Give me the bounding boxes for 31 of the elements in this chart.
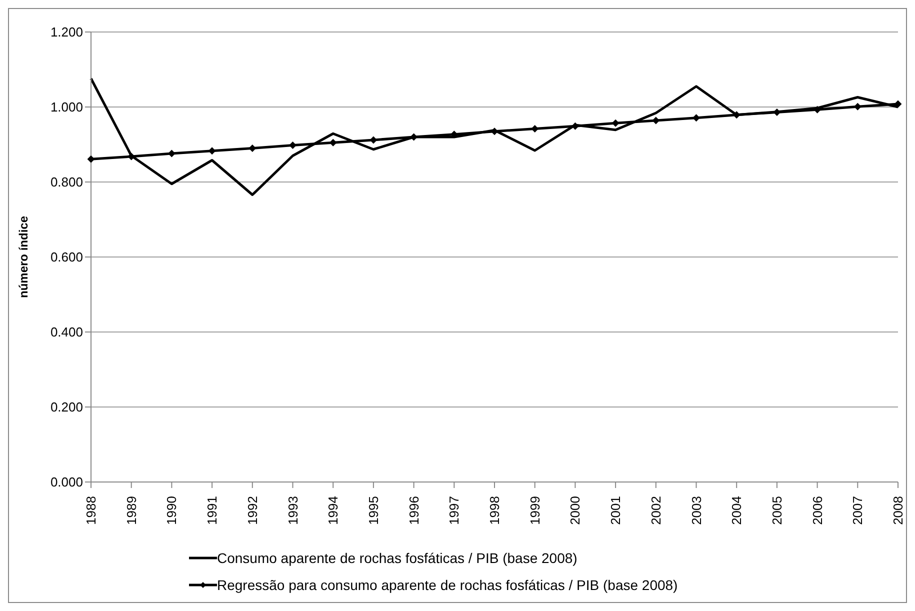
x-tick-label: 1993 bbox=[285, 496, 300, 525]
x-tick-label: 2004 bbox=[729, 496, 744, 525]
y-tick-label: 0.800 bbox=[50, 174, 83, 190]
legend-label: Consumo aparente de rochas fosfáticas / PIB (base 2008) bbox=[217, 550, 578, 566]
y-tick-label: 0.000 bbox=[50, 474, 83, 490]
x-tick-label: 2008 bbox=[890, 496, 906, 525]
x-tick-label: 1997 bbox=[446, 496, 462, 525]
x-tick-label: 2007 bbox=[850, 496, 866, 525]
x-tick-label: 2001 bbox=[608, 496, 624, 525]
x-tick-label: 1991 bbox=[204, 496, 220, 525]
y-tick-label: 0.200 bbox=[50, 400, 83, 415]
x-tick-label: 2005 bbox=[769, 496, 784, 525]
x-tick-label: 2003 bbox=[688, 496, 704, 525]
x-tick-label: 2006 bbox=[810, 496, 825, 525]
x-tick-label: 1988 bbox=[84, 496, 98, 525]
y-tick-label: 1.000 bbox=[50, 100, 83, 115]
legend-label: Regressão para consumo aparente de rochas fosfáticas / PIB (base 2008) bbox=[217, 576, 678, 592]
x-tick-label: 1992 bbox=[244, 496, 260, 525]
x-tick-label: 1989 bbox=[124, 496, 139, 525]
x-tick-label: 2000 bbox=[568, 496, 583, 525]
x-tick-label: 1990 bbox=[164, 496, 180, 525]
x-tick-label: 1996 bbox=[406, 496, 422, 525]
x-tick-label: 1998 bbox=[487, 496, 502, 525]
x-tick-label: 2002 bbox=[648, 496, 664, 525]
y-tick-label: 0.400 bbox=[50, 324, 83, 340]
y-tick-label: 1.200 bbox=[50, 24, 83, 40]
x-tick-label: 1999 bbox=[527, 496, 542, 525]
x-tick-label: 1995 bbox=[366, 496, 381, 525]
x-tick-label: 1994 bbox=[326, 496, 341, 525]
y-axis-title: número índice bbox=[16, 216, 30, 298]
y-tick-label: 0.600 bbox=[50, 250, 83, 265]
